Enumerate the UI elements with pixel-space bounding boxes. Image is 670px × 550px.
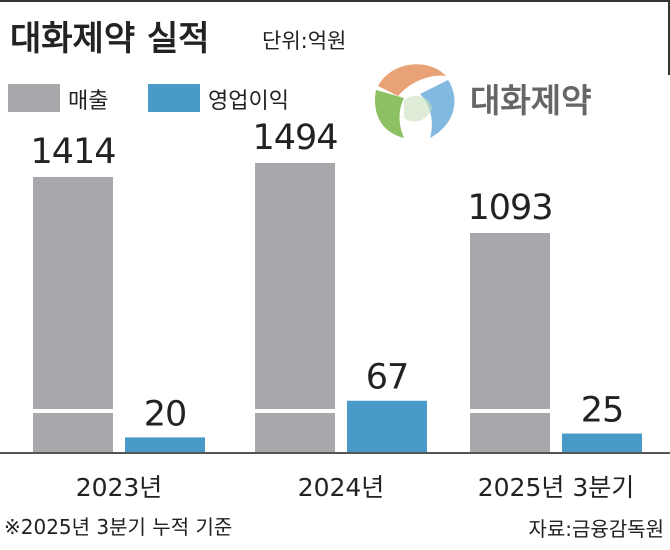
bar-operating-profit: [562, 433, 642, 453]
axis-break-mark: [255, 409, 335, 413]
value-label-operating-profit: 67: [366, 358, 409, 398]
bar-sales: [33, 176, 113, 453]
value-label-sales: 1414: [30, 132, 115, 172]
bar-sales: [255, 163, 335, 453]
value-label-sales: 1494: [252, 118, 337, 158]
axis-break-mark: [33, 409, 113, 413]
logo-mark-icon: [375, 64, 455, 138]
x-tick-label: 2023년: [76, 473, 163, 502]
legend: 매출 영업이익: [8, 84, 289, 114]
unit-label: 단위:억원: [262, 29, 346, 53]
value-label-sales: 1093: [467, 188, 552, 228]
value-label-operating-profit: 25: [581, 391, 624, 431]
legend-label-sales: 매출: [68, 89, 108, 114]
value-label-group: 1414 20 1494 67 1093 25: [30, 118, 624, 434]
bar-operating-profit: [125, 437, 205, 453]
x-tick-label: 2024년: [298, 473, 385, 502]
legend-swatch-operating-profit: [148, 84, 200, 112]
bar-operating-profit: [347, 400, 427, 453]
x-axis-tick-labels: 2023년 2024년 2025년 3분기: [76, 473, 635, 502]
source-note: 자료:금융감독원: [528, 517, 664, 541]
footnote: ※2025년 3분기 누적 기준: [4, 515, 232, 539]
x-tick-label: 2025년 3분기: [478, 473, 634, 502]
logo-text: 대화제약: [470, 81, 591, 120]
legend-swatch-sales: [8, 84, 60, 112]
legend-label-operating-profit: 영업이익: [208, 89, 289, 114]
company-logo: 대화제약: [375, 64, 591, 138]
chart-title: 대화제약 실적: [10, 19, 210, 59]
value-label-operating-profit: 20: [144, 394, 187, 434]
axis-break-mark: [470, 409, 550, 413]
bar-sales: [470, 233, 550, 453]
bar-group: [33, 163, 642, 453]
